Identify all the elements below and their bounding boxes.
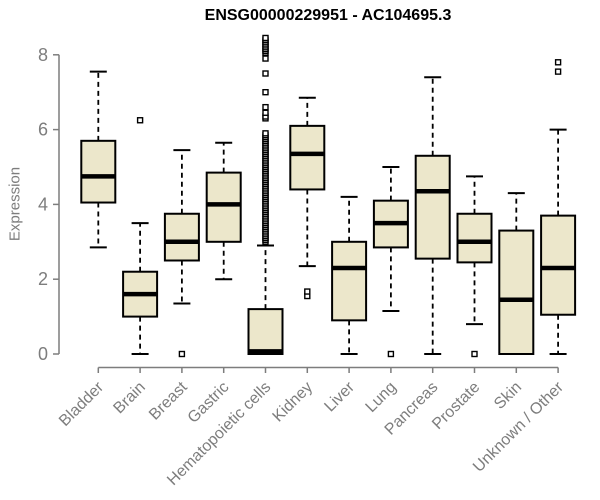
box-hematopoietic-cells — [247, 34, 284, 355]
box-skin — [498, 192, 535, 355]
x-tick-label: Brain — [110, 379, 148, 417]
chart-title: ENSG00000229951 - AC104695.3 — [204, 7, 452, 24]
outlier-point — [136, 117, 144, 124]
iqr-box — [205, 171, 242, 243]
iqr-box — [331, 240, 368, 322]
outlier-point — [262, 34, 269, 42]
outlier-point — [262, 109, 269, 116]
x-tick-label: Bladder — [56, 378, 107, 429]
outlier-point — [262, 55, 269, 62]
outlier-point — [262, 70, 269, 77]
iqr-box — [414, 154, 451, 260]
box-pancreas — [414, 76, 451, 355]
box-prostate — [456, 175, 493, 358]
y-axis: 0 2 4 6 8 — [38, 45, 60, 364]
outlier-point — [471, 350, 478, 358]
outlier-point — [262, 130, 269, 137]
outlier-point — [387, 350, 395, 358]
iqr-box — [80, 139, 117, 204]
box-bladder — [80, 70, 117, 249]
box-gastric — [205, 141, 242, 281]
y-tick-label: 8 — [38, 45, 48, 65]
x-tick-label: Breast — [146, 378, 191, 423]
x-tick-label: Lung — [363, 379, 400, 416]
iqr-box — [456, 212, 493, 264]
box-liver — [331, 195, 368, 355]
outlier-point — [554, 68, 562, 75]
outlier-point — [304, 288, 311, 295]
y-tick-label: 0 — [38, 344, 48, 364]
y-tick-label: 2 — [38, 269, 48, 289]
outlier-point — [178, 350, 186, 358]
x-tick-label: Skin — [491, 379, 525, 413]
x-tick-label: Kidney — [270, 379, 317, 426]
box-breast — [163, 149, 200, 358]
outlier-point — [262, 88, 269, 96]
iqr-box — [498, 229, 535, 355]
iqr-box — [540, 214, 577, 316]
iqr-box — [163, 212, 200, 262]
box-lung — [372, 166, 409, 358]
outlier-point — [262, 103, 269, 111]
outlier-point — [554, 59, 562, 66]
iqr-box — [247, 308, 284, 355]
box-kidney — [289, 96, 326, 300]
x-tick-label: Liver — [321, 378, 358, 415]
y-tick-label: 6 — [38, 120, 48, 140]
box-unknown-other — [540, 59, 577, 355]
y-tick-label: 4 — [38, 194, 48, 214]
box-brain — [122, 117, 159, 355]
iqr-box — [289, 124, 326, 191]
